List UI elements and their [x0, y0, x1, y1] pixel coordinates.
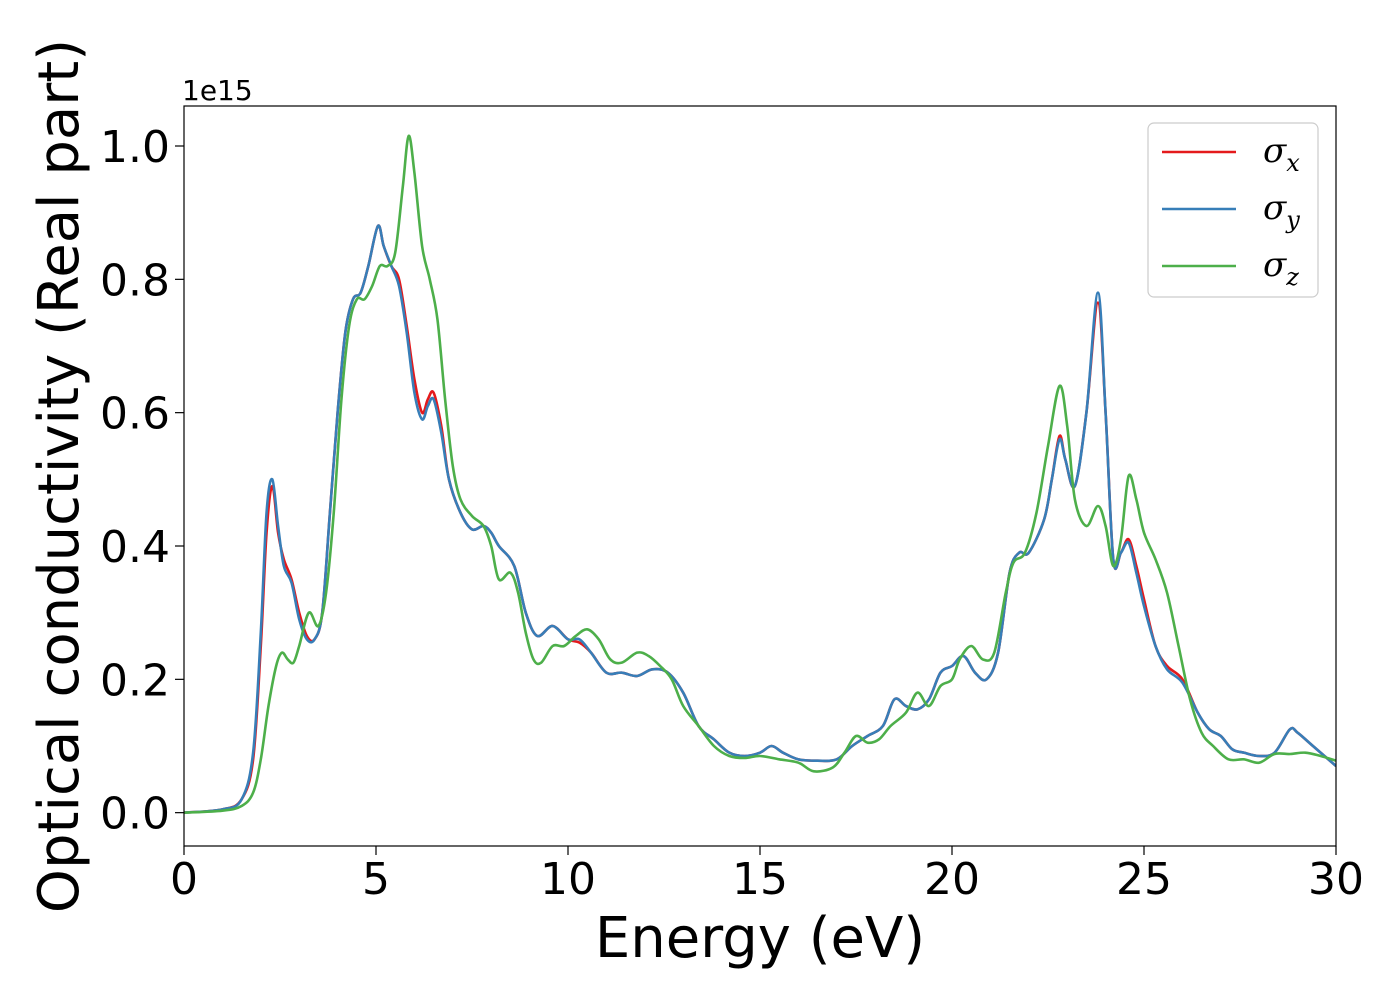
y-tick-label: 0.6	[100, 389, 170, 440]
x-tick-label: 0	[170, 854, 198, 905]
y-tick-label: 0.2	[100, 655, 170, 706]
y-tick-label: 0.0	[100, 789, 170, 840]
y-axis: 0.0 0.2 0.4 0.6 0.8 1.0	[100, 122, 184, 840]
x-axis: 0 5 10 15 20 25 30	[170, 846, 1364, 905]
x-tick-label: 15	[732, 854, 788, 905]
x-axis-label: Energy (eV)	[595, 906, 925, 971]
series-layer	[184, 134, 1336, 814]
series-line-z	[184, 134, 1336, 814]
y-tick-label: 0.4	[100, 522, 170, 573]
x-tick-label: 10	[540, 854, 596, 905]
y-offset-label: 1e15	[182, 74, 253, 107]
y-axis-label: Optical conductivity (Real part)	[27, 39, 92, 913]
x-tick-label: 5	[362, 854, 390, 905]
y-tick-label: 1.0	[100, 122, 170, 173]
series-line-y	[184, 224, 1336, 814]
y-tick-label: 0.8	[100, 255, 170, 306]
x-tick-label: 30	[1308, 854, 1364, 905]
x-tick-label: 25	[1116, 854, 1172, 905]
x-tick-label: 20	[924, 854, 980, 905]
